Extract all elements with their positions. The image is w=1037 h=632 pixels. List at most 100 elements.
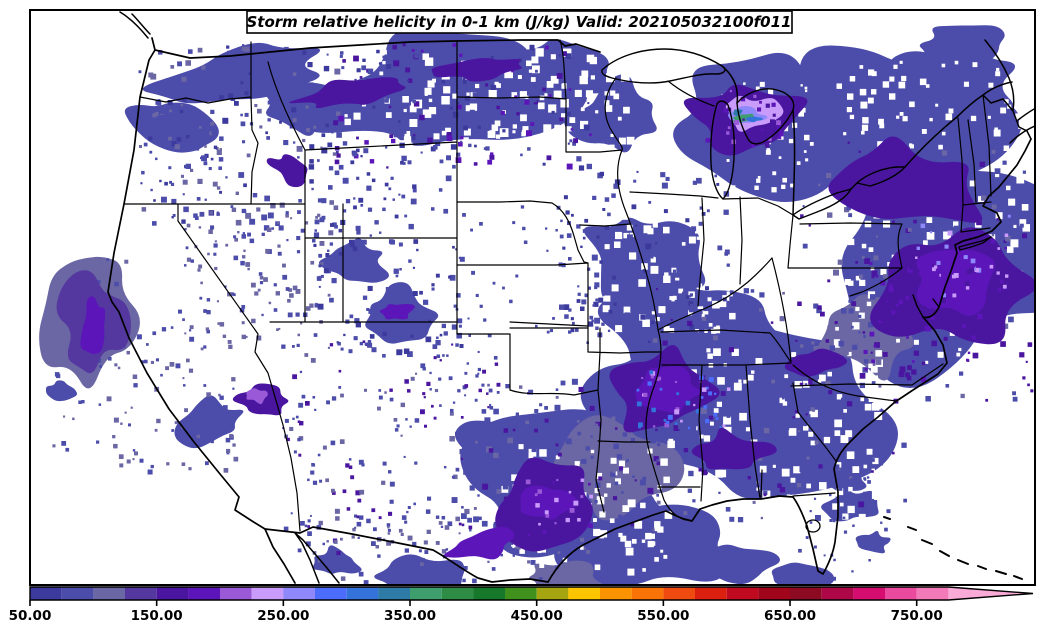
contour-speckle: [823, 554, 826, 557]
contour-speckle: [542, 162, 546, 166]
contour-speckle: [435, 515, 440, 519]
contour-speckle: [297, 420, 301, 423]
white-speckle: [546, 81, 554, 88]
contour-speckle: [492, 281, 496, 285]
white-speckle: [852, 466, 860, 473]
contour-speckle: [345, 199, 351, 204]
contour-speckle: [464, 508, 470, 515]
contour-speckle: [482, 369, 486, 374]
contour-speckle: [700, 408, 707, 414]
contour-speckle: [515, 274, 519, 278]
white-speckle: [899, 112, 904, 116]
contour-speckle: [705, 419, 710, 424]
contour-speckle: [334, 170, 340, 176]
contour-speckle: [535, 69, 538, 73]
contour-speckle: [953, 325, 958, 329]
contour-speckle: [287, 299, 291, 303]
contour-speckle: [223, 468, 229, 473]
contour-speckle: [1002, 284, 1007, 289]
contour-speckle: [286, 239, 289, 242]
contour-speckle: [763, 490, 768, 495]
contour-speckle: [855, 261, 858, 264]
contour-speckle: [631, 204, 637, 210]
contour-speckle: [228, 344, 233, 349]
contour-speckle: [580, 245, 583, 248]
contour-speckle: [432, 344, 438, 349]
contour-speckle: [880, 280, 886, 286]
contour-speckle: [441, 516, 446, 520]
white-speckle: [626, 224, 633, 231]
contour-speckle: [382, 461, 387, 466]
contour-speckle: [292, 285, 298, 291]
contour-speckle: [507, 437, 514, 444]
contour-speckle: [702, 387, 707, 392]
white-speckle: [367, 52, 372, 57]
colorbar-segment: [315, 587, 347, 600]
contour-speckle: [300, 228, 305, 233]
white-speckle: [604, 100, 610, 106]
contour-speckle: [456, 332, 462, 339]
contour-speckle: [152, 331, 157, 336]
colorbar-segment: [346, 587, 379, 600]
contour-speckle: [613, 443, 619, 450]
contour-speckle: [779, 479, 783, 483]
contour-speckle: [692, 180, 697, 185]
contour-speckle: [459, 256, 465, 262]
contour-speckle: [442, 354, 445, 357]
contour-speckle: [681, 231, 684, 234]
white-speckle: [763, 519, 769, 525]
contour-speckle: [596, 235, 600, 239]
contour-speckle: [298, 199, 302, 203]
contour-speckle: [446, 135, 453, 142]
contour-speckle: [354, 514, 358, 518]
contour-speckle: [577, 292, 581, 296]
contour-speckle: [656, 494, 659, 497]
contour-speckle: [851, 301, 857, 307]
white-speckle: [652, 222, 658, 228]
contour-speckle: [556, 478, 559, 482]
contour-speckle: [309, 144, 315, 150]
contour-speckle: [205, 461, 209, 466]
contour-speckle: [899, 366, 906, 373]
contour-speckle: [295, 289, 301, 294]
contour-speckle: [880, 521, 883, 524]
contour-speckle: [953, 273, 959, 278]
contour-speckle: [478, 516, 482, 521]
contour-speckle: [759, 308, 763, 312]
contour-speckle: [790, 492, 793, 495]
contour-speckle: [549, 329, 553, 333]
contour-speckle: [305, 306, 311, 311]
geography-layer: [107, 11, 1034, 584]
contour-speckle: [1030, 389, 1034, 393]
contour-speckle: [267, 70, 271, 74]
contour-speckle: [342, 489, 347, 494]
contour-speckle: [525, 420, 529, 425]
white-speckle: [925, 360, 929, 364]
contour-speckle: [317, 198, 323, 203]
white-speckle: [623, 106, 630, 114]
contour-speckle: [413, 101, 420, 107]
white-speckle: [919, 78, 927, 86]
white-speckle: [1006, 185, 1011, 191]
contour-speckle: [885, 373, 889, 377]
contour-speckle: [261, 313, 264, 317]
contour-blob: [455, 420, 550, 480]
white-speckle: [762, 511, 766, 515]
contour-speckle: [245, 335, 248, 338]
contour-speckle: [440, 108, 444, 111]
white-speckle: [594, 564, 601, 571]
white-speckle: [843, 409, 847, 413]
white-speckle: [599, 511, 606, 518]
contour-speckle: [271, 227, 274, 230]
white-speckle: [631, 539, 637, 544]
colorbar-segment: [916, 587, 949, 600]
white-speckle: [696, 236, 700, 240]
white-speckle: [1022, 224, 1030, 232]
contour-speckle: [310, 260, 315, 265]
contour-speckle: [490, 152, 494, 156]
contour-speckle: [670, 318, 673, 321]
contour-speckle: [880, 462, 884, 466]
contour-speckle: [859, 382, 865, 389]
contour-speckle: [959, 371, 964, 376]
contour-speckle: [384, 98, 389, 103]
